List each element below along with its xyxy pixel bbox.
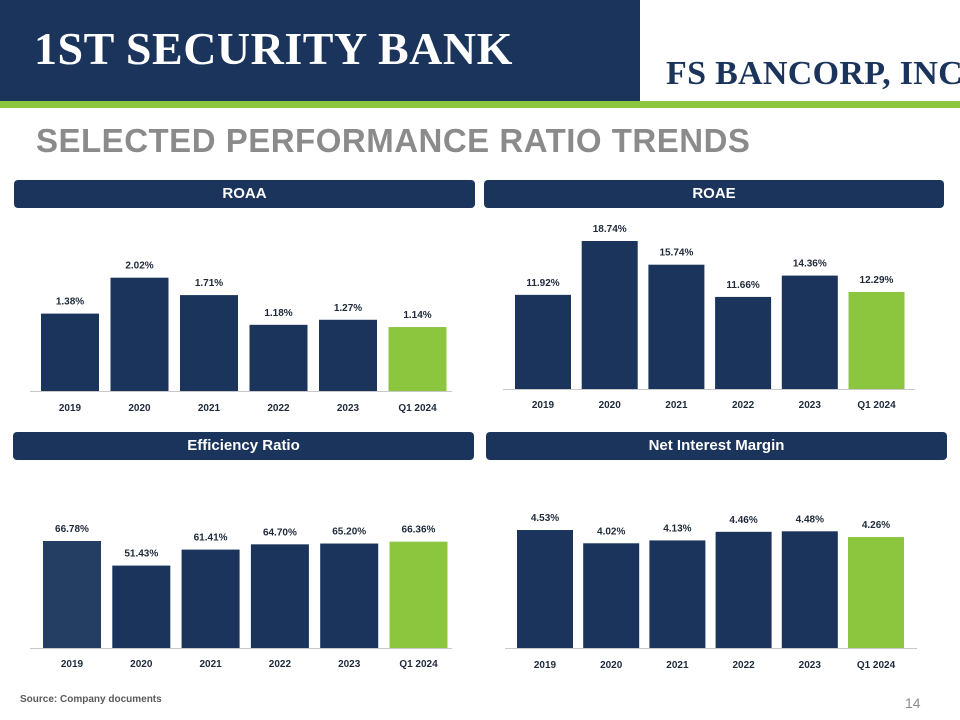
efficiency-data-label: 64.70%	[263, 527, 297, 538]
roae-category-label: 2022	[732, 400, 755, 411]
roae-data-label: 18.74%	[593, 224, 627, 235]
page-title: SELECTED PERFORMANCE RATIO TRENDS	[36, 122, 751, 159]
parent-company-logo: FS BANCORP, INC.	[666, 55, 960, 92]
efficiency-bar-2023	[320, 543, 379, 648]
roaa-category-label: 2022	[267, 403, 290, 414]
roae-data-label: 14.36%	[793, 259, 827, 270]
roae-bar-2019	[515, 294, 571, 389]
efficiency-data-label: 65.20%	[332, 527, 366, 538]
efficiency-category-label: 2023	[338, 659, 361, 670]
roaa-bar-q1-2024	[388, 327, 447, 391]
roaa-category-label: 2023	[337, 403, 360, 414]
roae-bar-2023	[781, 275, 838, 389]
source-note: Source: Company documents	[20, 694, 162, 705]
net-interest-margin-chart: 4.53% 2019 4.02% 2020 4.13% 2021 4.46% 2022 4.48…	[505, 513, 917, 671]
roaa-bar-2019	[41, 313, 99, 391]
efficiency-ratio-chart: 66.78% 2019 51.43% 2020 61.41% 2021 64.70% 2022…	[30, 524, 452, 670]
efficiency-data-label: 61.41%	[194, 533, 228, 544]
roaa-category-label: 2019	[59, 403, 82, 414]
efficiency-category-label: 2020	[130, 659, 153, 670]
bank-logo: 1ST SECURITY BANK	[34, 23, 513, 74]
roae-category-label: 2021	[665, 400, 688, 411]
efficiency-bar-q1-2024	[389, 541, 448, 648]
nim-panel-header: Net Interest Margin	[486, 432, 947, 460]
roae-bar-q1-2024	[848, 291, 905, 389]
efficiency-data-label: 66.78%	[55, 524, 89, 535]
roae-data-label: 11.92%	[526, 278, 559, 289]
roae-bar-2020	[581, 241, 638, 389]
nim-bar-2023	[781, 531, 838, 648]
nim-data-label: 4.02%	[597, 526, 625, 537]
nim-bar-2022	[715, 531, 772, 648]
roae-panel-header: ROAE	[484, 180, 944, 208]
efficiency-bar-2019	[43, 541, 101, 648]
nim-bar-2021	[649, 540, 706, 648]
efficiency-bar-2022	[250, 544, 309, 648]
roae-category-label: Q1 2024	[857, 400, 896, 411]
roae-chart: 11.92% 2019 18.74% 2020 15.74% 2021 11.66% 2022…	[503, 224, 915, 411]
roae-data-label: 11.66%	[726, 280, 759, 291]
nim-category-label: Q1 2024	[857, 660, 896, 671]
roae-category-label: 2020	[599, 400, 622, 411]
efficiency-category-label: 2019	[61, 659, 84, 670]
efficiency-category-label: Q1 2024	[399, 659, 438, 670]
nim-data-label: 4.53%	[531, 513, 559, 524]
roaa-data-label: 1.27%	[334, 303, 362, 314]
roae-category-label: 2023	[799, 400, 822, 411]
roaa-bar-2022	[249, 324, 308, 391]
efficiency-data-label: 51.43%	[124, 549, 158, 560]
nim-category-label: 2021	[666, 660, 689, 671]
roaa-data-label: 1.38%	[56, 297, 84, 308]
roaa-category-label: 2021	[198, 403, 221, 414]
brand-band	[0, 0, 640, 101]
nim-data-label: 4.46%	[729, 515, 757, 526]
nim-bar-2020	[583, 543, 640, 648]
nim-data-label: 4.48%	[796, 514, 824, 525]
roae-category-label: 2019	[532, 400, 555, 411]
roaa-data-label: 2.02%	[125, 261, 153, 272]
header: 1ST SECURITY BANK FS BANCORP, INC.	[0, 0, 960, 108]
roaa-bar-2021	[180, 295, 238, 391]
efficiency-bar-2020	[112, 565, 171, 648]
roae-bar-2021	[648, 264, 705, 389]
page-number: 14	[905, 695, 921, 711]
roaa-category-label: 2020	[128, 403, 151, 414]
accent-line	[0, 101, 960, 108]
nim-category-label: 2020	[600, 660, 623, 671]
nim-category-label: 2023	[799, 660, 822, 671]
roaa-panel-header: ROAA	[14, 180, 475, 208]
nim-data-label: 4.13%	[663, 523, 691, 534]
nim-data-label: 4.26%	[862, 520, 890, 531]
roaa-bar-2023	[319, 319, 377, 391]
efficiency-data-label: 66.36%	[402, 525, 436, 536]
efficiency-category-label: 2021	[199, 659, 222, 670]
roaa-category-label: Q1 2024	[398, 403, 437, 414]
roaa-data-label: 1.14%	[403, 310, 431, 321]
nim-bar-q1-2024	[848, 537, 904, 648]
efficiency-category-label: 2022	[269, 659, 292, 670]
efficiency-bar-2021	[181, 549, 240, 648]
nim-category-label: 2022	[732, 660, 755, 671]
roaa-data-label: 1.18%	[264, 308, 292, 319]
roaa-bar-2020	[110, 277, 169, 391]
roae-bar-2022	[715, 296, 772, 389]
efficiency-panel-header: Efficiency Ratio	[13, 432, 474, 460]
roae-data-label: 12.29%	[860, 275, 894, 286]
roae-data-label: 15.74%	[659, 248, 693, 259]
nim-bar-2019	[517, 530, 573, 648]
roaa-chart: 1.38% 2019 2.02% 2020 1.71% 2021 1.18% 2022 1.27…	[30, 261, 452, 414]
nim-category-label: 2019	[534, 660, 557, 671]
roaa-data-label: 1.71%	[195, 278, 223, 289]
